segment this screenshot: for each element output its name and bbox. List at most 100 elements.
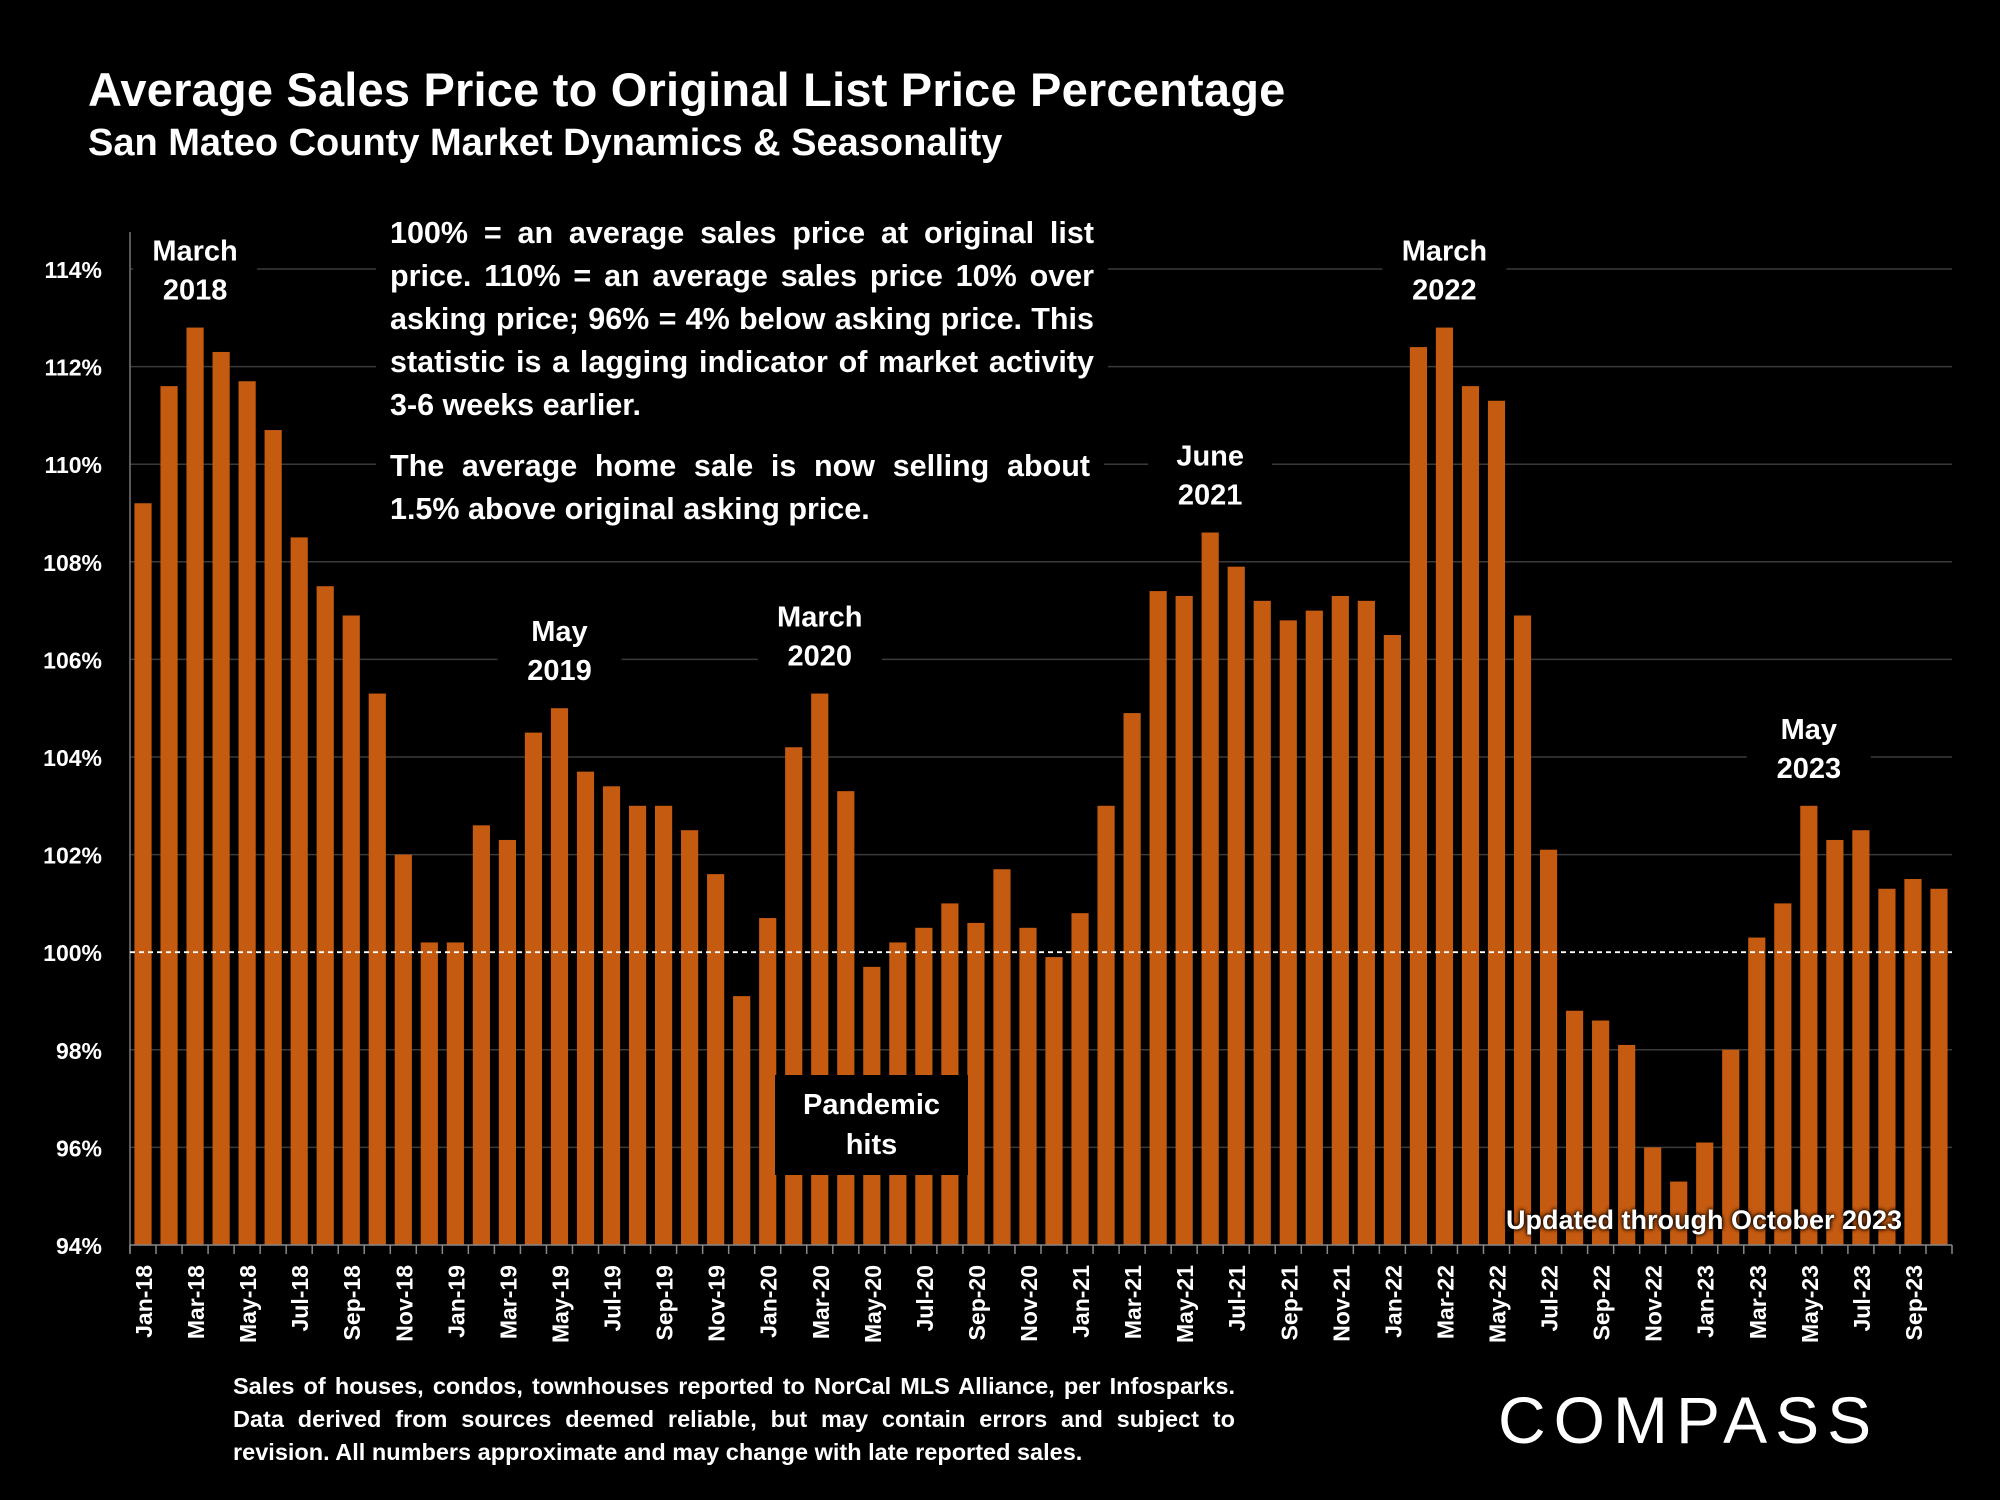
x-tick-label: Jul-22	[1537, 1265, 1563, 1331]
annotation-year: 2019	[527, 655, 592, 687]
bar	[602, 786, 621, 1245]
x-tick-label: Jul-19	[600, 1265, 626, 1331]
bar	[1461, 386, 1480, 1245]
bar	[1670, 1181, 1688, 1245]
pandemic-label-line1: Pandemic	[803, 1089, 940, 1121]
bar	[1227, 566, 1245, 1245]
annotation-label: June	[1176, 441, 1244, 473]
bar	[1878, 888, 1896, 1245]
bar	[160, 386, 178, 1245]
y-tick-label: 110%	[44, 452, 102, 478]
x-tick-label: Sep-19	[652, 1265, 678, 1340]
bar	[1409, 347, 1428, 1246]
bar	[290, 537, 308, 1245]
bar	[1279, 620, 1297, 1245]
y-tick-label: 112%	[44, 355, 102, 381]
annotation-year: 2020	[787, 641, 852, 673]
x-tick-label: Mar-19	[495, 1265, 521, 1339]
bar	[993, 869, 1011, 1245]
bar	[550, 708, 569, 1245]
y-tick-label: 98%	[56, 1038, 102, 1064]
x-tick-label: Mar-22	[1432, 1265, 1458, 1339]
bar	[1565, 1010, 1584, 1245]
bar	[186, 327, 204, 1245]
x-tick-label: Jan-23	[1693, 1265, 1719, 1338]
bar	[628, 805, 647, 1245]
x-tick-label: Jan-19	[443, 1265, 469, 1338]
bar	[1019, 927, 1037, 1245]
annotation-year: 2023	[1777, 753, 1842, 785]
x-tick-label: Jan-21	[1068, 1265, 1094, 1338]
explanation-note: 100% = an average sales price at origina…	[376, 212, 1108, 427]
x-tick-label: May-20	[860, 1265, 886, 1343]
bar	[1696, 1142, 1714, 1245]
annotation-year: 2021	[1178, 480, 1243, 512]
summary-note: The average home sale is now selling abo…	[376, 445, 1104, 531]
bar	[654, 805, 673, 1245]
bar	[1618, 1044, 1636, 1245]
bar	[1045, 957, 1063, 1245]
compass-logo: COMPASS	[1498, 1383, 1880, 1457]
bar	[1904, 879, 1922, 1245]
y-tick-label: 102%	[43, 843, 102, 869]
bar	[498, 839, 517, 1245]
bar	[1722, 1049, 1740, 1245]
bar	[1331, 595, 1349, 1245]
annotation-background	[1148, 431, 1273, 520]
bar	[134, 503, 152, 1245]
x-tick-label: Jul-20	[912, 1265, 938, 1331]
x-tick-label: May-23	[1797, 1265, 1823, 1343]
bar	[1383, 635, 1401, 1245]
x-tick-label: Nov-22	[1641, 1265, 1667, 1342]
bar	[212, 351, 230, 1246]
bar	[1513, 615, 1532, 1245]
y-tick-label: 114%	[44, 257, 102, 283]
bar	[967, 922, 985, 1245]
bar	[837, 791, 855, 1245]
x-tick-label: May-19	[547, 1265, 573, 1343]
y-tick-label: 100%	[43, 940, 102, 966]
bar	[1071, 913, 1089, 1245]
chart-subtitle: San Mateo County Market Dynamics & Seaso…	[88, 122, 1003, 164]
pandemic-annotation: Pandemic hits	[775, 1075, 968, 1175]
bar	[681, 830, 699, 1245]
x-tick-label: Nov-19	[704, 1265, 730, 1342]
annotation-label: March	[152, 236, 237, 268]
annotation-label: May	[1781, 714, 1837, 746]
x-tick-label: May-21	[1172, 1265, 1198, 1343]
bar	[342, 615, 360, 1245]
bar	[1201, 532, 1219, 1245]
x-tick-label: Sep-21	[1276, 1265, 1302, 1341]
x-tick-label: Jan-18	[131, 1265, 157, 1338]
x-tick-label: Sep-18	[339, 1265, 365, 1341]
bar	[1539, 849, 1558, 1245]
bar	[368, 693, 386, 1245]
y-tick-label: 104%	[43, 745, 102, 771]
x-tick-label: Jul-21	[1224, 1265, 1250, 1332]
bar	[1852, 830, 1870, 1245]
bar	[1097, 805, 1115, 1245]
y-tick-label: 96%	[56, 1135, 102, 1161]
x-tick-label: Mar-21	[1120, 1265, 1146, 1339]
bar	[446, 942, 464, 1245]
annotation-background	[1382, 226, 1507, 315]
source-footnote: Sales of houses, condos, townhouses repo…	[233, 1373, 1235, 1465]
bar	[707, 874, 725, 1245]
bar	[238, 381, 256, 1245]
annotation-background	[757, 592, 882, 681]
annotation-background	[1746, 704, 1871, 793]
bar	[1175, 595, 1193, 1245]
y-tick-label: 108%	[43, 550, 102, 576]
chart-title: Average Sales Price to Original List Pri…	[88, 63, 1286, 116]
bar	[1123, 713, 1141, 1245]
bar	[1253, 600, 1271, 1245]
x-tick-label: Jul-23	[1849, 1265, 1875, 1331]
x-tick-label: Sep-23	[1901, 1265, 1927, 1340]
x-tick-label: May-22	[1485, 1265, 1511, 1343]
x-tick-label: Sep-20	[964, 1265, 990, 1340]
x-tick-label: Jan-22	[1380, 1265, 1406, 1338]
bar	[1930, 888, 1948, 1245]
bar	[420, 942, 438, 1245]
bar	[1305, 610, 1323, 1245]
